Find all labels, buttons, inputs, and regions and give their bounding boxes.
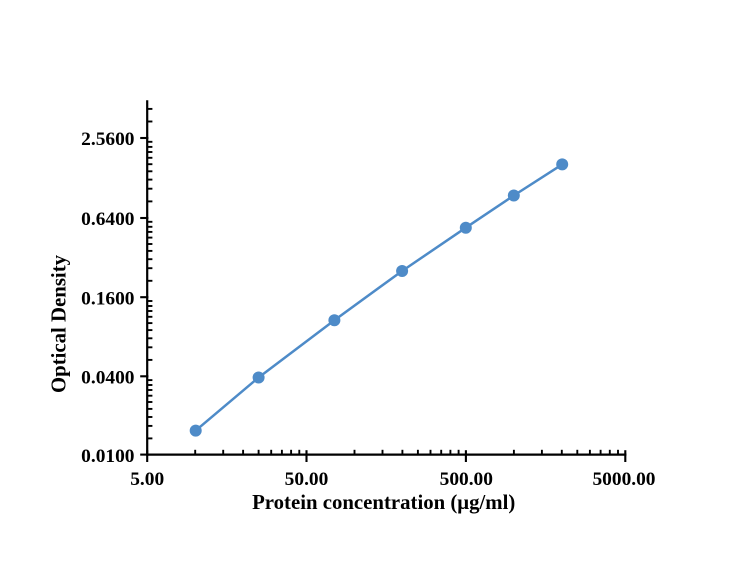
svg-text:50.00: 50.00 <box>285 469 329 490</box>
svg-text:0.0400: 0.0400 <box>81 368 134 389</box>
svg-text:500.00: 500.00 <box>440 469 493 490</box>
svg-text:0.6400: 0.6400 <box>81 209 134 230</box>
svg-text:5000.00: 5000.00 <box>592 469 655 490</box>
svg-text:5.00: 5.00 <box>130 469 164 490</box>
svg-text:2.5600: 2.5600 <box>81 129 134 150</box>
svg-text:Optical Density: Optical Density <box>47 254 70 393</box>
svg-text:Protein concentration (μg/ml): Protein concentration (μg/ml) <box>252 491 515 514</box>
svg-text:0.0100: 0.0100 <box>81 446 134 467</box>
svg-text:0.1600: 0.1600 <box>81 288 134 309</box>
